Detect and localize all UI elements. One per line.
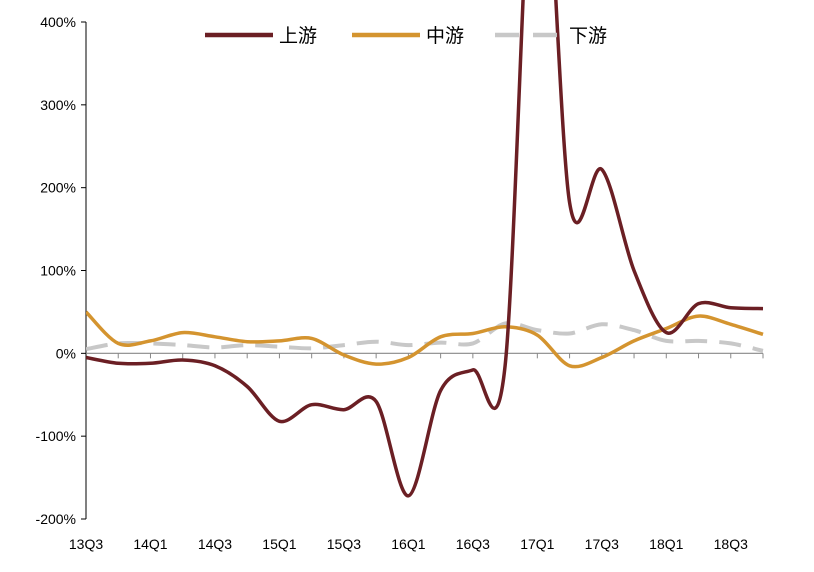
x-tick-label: 16Q3 xyxy=(456,536,490,552)
y-tick-label: 0% xyxy=(56,345,76,361)
x-tick-label: 18Q1 xyxy=(649,536,683,552)
y-tick-label: 100% xyxy=(40,263,76,279)
series-line-upstream xyxy=(86,0,764,498)
x-tick-label: 15Q3 xyxy=(327,536,361,552)
legend-item-midstream: 中游 xyxy=(352,25,464,47)
y-tick-label: 400% xyxy=(40,14,76,30)
x-tick-label: 17Q3 xyxy=(585,536,619,552)
legend-item-downstream: 下游 xyxy=(495,25,607,47)
series-line-downstream xyxy=(86,321,764,353)
y-tick-label: -100% xyxy=(36,428,76,444)
legend-label: 下游 xyxy=(569,25,607,47)
x-tick-label: 13Q3 xyxy=(69,536,103,552)
x-tick-label: 18Q3 xyxy=(714,536,748,552)
series-line-midstream xyxy=(86,310,764,369)
legend: 上游 中游 下游 xyxy=(205,25,607,47)
legend-label: 上游 xyxy=(279,25,317,47)
x-tick-label: 17Q1 xyxy=(520,536,554,552)
x-tick-label: 14Q3 xyxy=(198,536,232,552)
x-tick-label: 15Q1 xyxy=(262,536,296,552)
legend-item-upstream: 上游 xyxy=(205,25,317,47)
y-tick-label: 300% xyxy=(40,97,76,113)
y-tick-label: 200% xyxy=(40,180,76,196)
x-tick-label: 14Q1 xyxy=(133,536,167,552)
legend-label: 中游 xyxy=(426,25,464,47)
y-tick-label: -200% xyxy=(36,511,76,527)
x-tick-label: 16Q1 xyxy=(391,536,425,552)
